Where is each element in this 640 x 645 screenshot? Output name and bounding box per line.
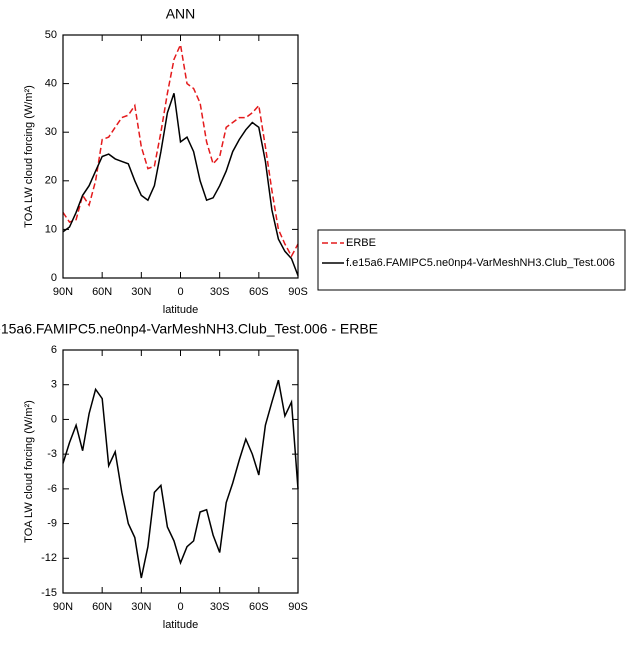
y-tick-label: -3 — [47, 448, 57, 460]
x-tick-label: 60S — [249, 286, 269, 298]
x-tick-label: 90N — [53, 601, 73, 613]
y-tick-label: 20 — [45, 175, 57, 187]
legend-label: ERBE — [346, 237, 376, 249]
y-tick-label: 50 — [45, 29, 57, 41]
x-tick-label: 0 — [177, 601, 183, 613]
x-tick-label: 60S — [249, 601, 269, 613]
y-tick-label: 10 — [45, 223, 57, 235]
x-axis-label: latitude — [163, 304, 198, 316]
y-axis-label: TOA LW cloud forcing (W/m²) — [23, 85, 35, 228]
series-line — [62, 379, 299, 579]
y-tick-label: -6 — [47, 483, 57, 495]
y-axis-label: TOA LW cloud forcing (W/m²) — [23, 400, 35, 543]
x-tick-label: 60N — [92, 601, 112, 613]
x-tick-label: 60N — [92, 286, 112, 298]
series-line — [62, 42, 299, 258]
legend-box — [317, 229, 626, 291]
y-tick-label: 0 — [51, 272, 57, 284]
x-tick-label: 90S — [288, 286, 308, 298]
x-tick-label: 0 — [177, 286, 183, 298]
y-tick-label: -15 — [41, 587, 57, 599]
y-tick-label: 3 — [51, 379, 57, 391]
y-tick-label: -9 — [47, 517, 57, 529]
plot-frame — [62, 34, 299, 279]
x-tick-label: 30N — [131, 601, 151, 613]
chart-title: ANN — [166, 6, 196, 22]
y-tick-label: 0 — [51, 413, 57, 425]
y-tick-label: 30 — [45, 126, 57, 138]
plot-frame — [62, 349, 299, 594]
x-tick-label: 30N — [131, 286, 151, 298]
x-axis-label: latitude — [163, 619, 198, 631]
legend-label: f.e15a6.FAMIPC5.ne0np4-VarMeshNH3.Club_T… — [346, 257, 615, 269]
x-tick-label: 90N — [53, 286, 73, 298]
chart-title: f.e15a6.FAMIPC5.ne0np4-VarMeshNH3.Club_T… — [0, 321, 378, 337]
y-tick-label: 6 — [51, 344, 57, 356]
series-line — [62, 93, 299, 276]
x-tick-label: 30S — [210, 286, 230, 298]
x-tick-label: 90S — [288, 601, 308, 613]
y-tick-label: -12 — [41, 552, 57, 564]
x-tick-label: 30S — [210, 601, 230, 613]
y-tick-label: 40 — [45, 78, 57, 90]
